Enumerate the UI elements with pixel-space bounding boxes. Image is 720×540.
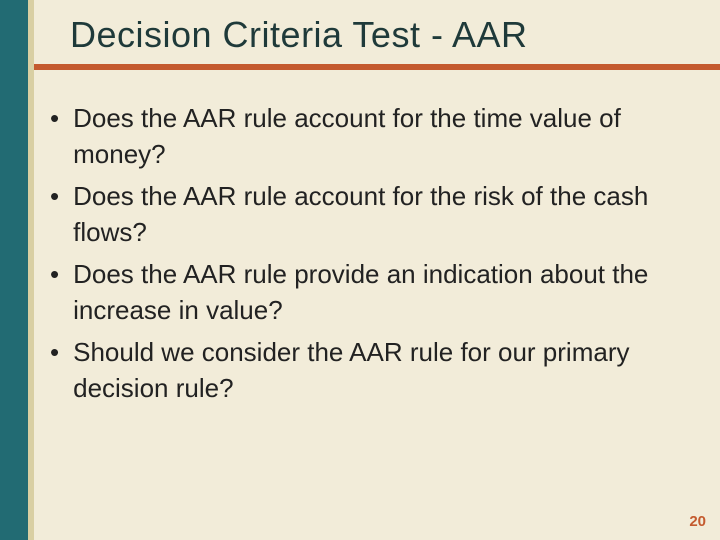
bullet-text: Does the AAR rule provide an indication … <box>73 256 690 328</box>
title-underline <box>34 64 720 70</box>
bullet-text: Does the AAR rule account for the time v… <box>73 100 690 172</box>
bullet-icon: • <box>50 100 59 136</box>
page-number: 20 <box>689 513 706 530</box>
bullet-icon: • <box>50 334 59 370</box>
list-item: • Should we consider the AAR rule for ou… <box>50 334 690 406</box>
slide-title: Decision Criteria Test - AAR <box>70 14 527 56</box>
bullet-list: • Does the AAR rule account for the time… <box>50 100 690 412</box>
sidebar-accent-inner <box>28 0 34 540</box>
bullet-text: Should we consider the AAR rule for our … <box>73 334 690 406</box>
bullet-icon: • <box>50 256 59 292</box>
list-item: • Does the AAR rule provide an indicatio… <box>50 256 690 328</box>
bullet-icon: • <box>50 178 59 214</box>
list-item: • Does the AAR rule account for the risk… <box>50 178 690 250</box>
list-item: • Does the AAR rule account for the time… <box>50 100 690 172</box>
bullet-text: Does the AAR rule account for the risk o… <box>73 178 690 250</box>
